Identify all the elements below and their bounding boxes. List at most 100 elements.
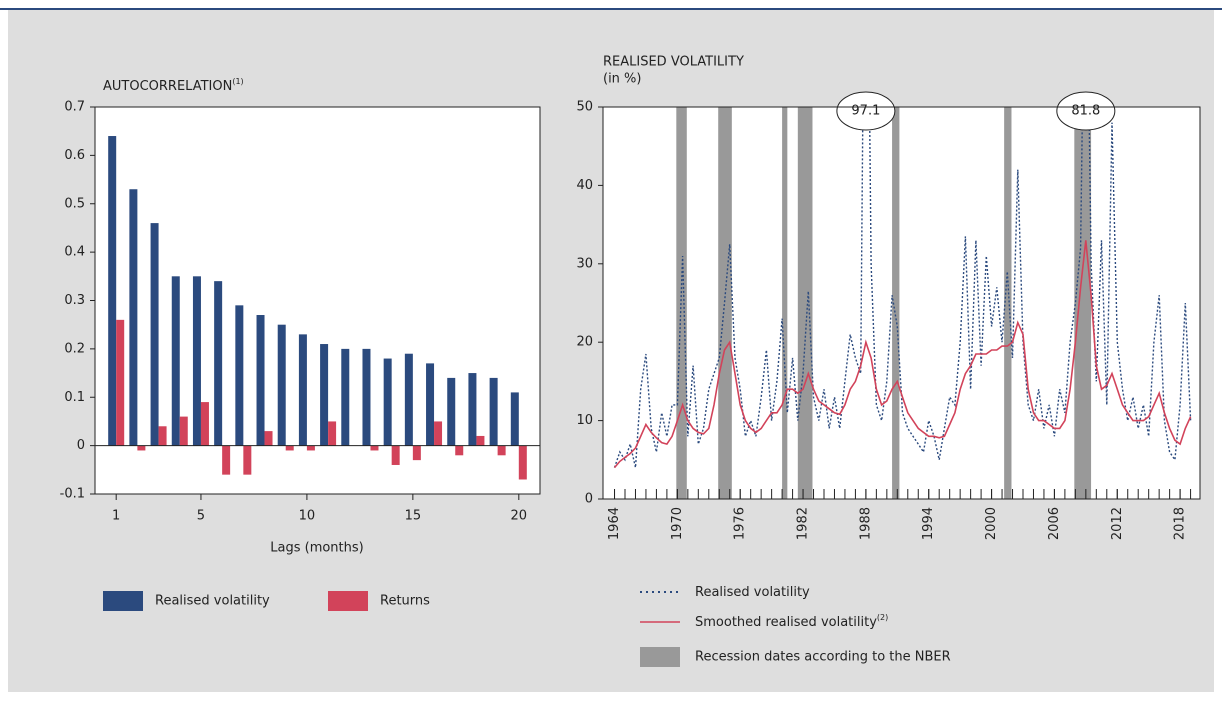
y-tick-label: 0 [77, 438, 85, 453]
bar [341, 348, 350, 446]
bar [455, 445, 464, 456]
x-tick-label: 1988 [858, 507, 873, 540]
bar [434, 421, 443, 446]
bar [277, 324, 286, 446]
bar [362, 348, 371, 446]
recession-band [676, 107, 687, 499]
y-tick-label: 0 [585, 492, 593, 507]
recession-band [1074, 107, 1092, 499]
x-tick-label: 2000 [984, 507, 999, 540]
bar [256, 315, 265, 446]
bar [489, 377, 498, 446]
y-tick-label: 10 [576, 413, 593, 428]
x-tick-label: 1994 [921, 507, 936, 540]
y-tick-label: 0.3 [64, 293, 85, 308]
y-tick-label: 0.1 [64, 390, 85, 405]
recession-band [1004, 107, 1012, 499]
y-tick-label: 50 [576, 100, 593, 115]
chart-title: AUTOCORRELATION(1) [103, 77, 244, 94]
legend-swatch [328, 591, 368, 611]
bar [235, 305, 244, 446]
y-tick-label: 0.2 [64, 341, 85, 356]
x-tick-label: 2012 [1110, 507, 1125, 540]
y-tick-label: 40 [576, 178, 593, 193]
recession-band [797, 107, 813, 499]
bar [200, 402, 209, 446]
bar [518, 445, 527, 480]
plot-frame [94, 106, 541, 495]
bar [447, 377, 456, 446]
bar [468, 373, 477, 446]
legend-label: Smoothed realised volatility(2) [695, 613, 888, 630]
bar [391, 445, 400, 465]
legend-label: Realised volatility [155, 594, 270, 609]
x-tick-label: 15 [405, 509, 422, 524]
bar [137, 445, 146, 451]
callout [836, 91, 896, 131]
x-tick-label: 5 [197, 509, 205, 524]
bar [328, 421, 337, 446]
legend-text: Smoothed realised volatility [695, 615, 877, 630]
recession-band [718, 107, 732, 499]
bar [150, 223, 159, 446]
plot-bg [95, 107, 540, 494]
legend-swatch [103, 591, 143, 611]
callout-label: 97.1 [851, 104, 880, 119]
bar [158, 426, 167, 446]
x-axis-label: Lags (months) [270, 541, 363, 556]
x-tick-label: 1976 [733, 507, 748, 540]
title-text: AUTOCORRELATION [103, 79, 232, 94]
x-tick-label: 1964 [607, 507, 622, 540]
bar [214, 281, 223, 446]
bar [222, 445, 231, 475]
recession-band [892, 107, 900, 499]
bar [476, 435, 485, 446]
plot-bg [603, 107, 1200, 499]
x-tick-label: 1982 [796, 507, 811, 540]
x-tick-label: 1970 [670, 507, 685, 540]
legend-label: Returns [380, 594, 430, 609]
chart-title: REALISED VOLATILITY [603, 55, 744, 70]
legend-note: (2) [877, 613, 888, 622]
bar [497, 445, 506, 456]
x-tick-label: 1 [112, 509, 120, 524]
legend-swatch [640, 647, 680, 667]
y-tick-label: 0.7 [64, 100, 85, 115]
bar [320, 344, 329, 446]
x-tick-label: 2018 [1173, 507, 1188, 540]
bar [370, 445, 379, 451]
bar [285, 445, 294, 451]
legend-label: Realised volatility [695, 585, 810, 600]
bar [306, 445, 315, 451]
plot-clip [613, 107, 1192, 469]
legend-label: Recession dates according to the NBER [695, 650, 951, 665]
bar [264, 431, 273, 446]
title-note: (1) [232, 77, 243, 86]
bar [129, 189, 138, 446]
bar [298, 334, 307, 446]
x-tick-label: 20 [511, 509, 528, 524]
bar [404, 353, 413, 446]
y-tick-label: 20 [576, 335, 593, 350]
bar [116, 319, 125, 446]
callout-label: 81.8 [1071, 104, 1100, 119]
bar [510, 392, 519, 446]
chart-subtitle: (in %) [603, 72, 641, 87]
bar [108, 136, 117, 446]
y-tick-label: 0.4 [64, 245, 85, 260]
y-tick-label: 30 [576, 256, 593, 271]
y-tick-label: 0.6 [64, 148, 85, 163]
bar [243, 445, 252, 475]
y-tick-label: -0.1 [60, 487, 85, 502]
bar [171, 276, 180, 446]
callout [1056, 91, 1116, 131]
bar [192, 276, 201, 446]
y-tick-label: 0.5 [64, 196, 85, 211]
bar [426, 363, 435, 446]
x-tick-label: 10 [299, 509, 316, 524]
plot-frame [602, 106, 1201, 500]
bar [412, 445, 421, 461]
bar [179, 416, 188, 446]
